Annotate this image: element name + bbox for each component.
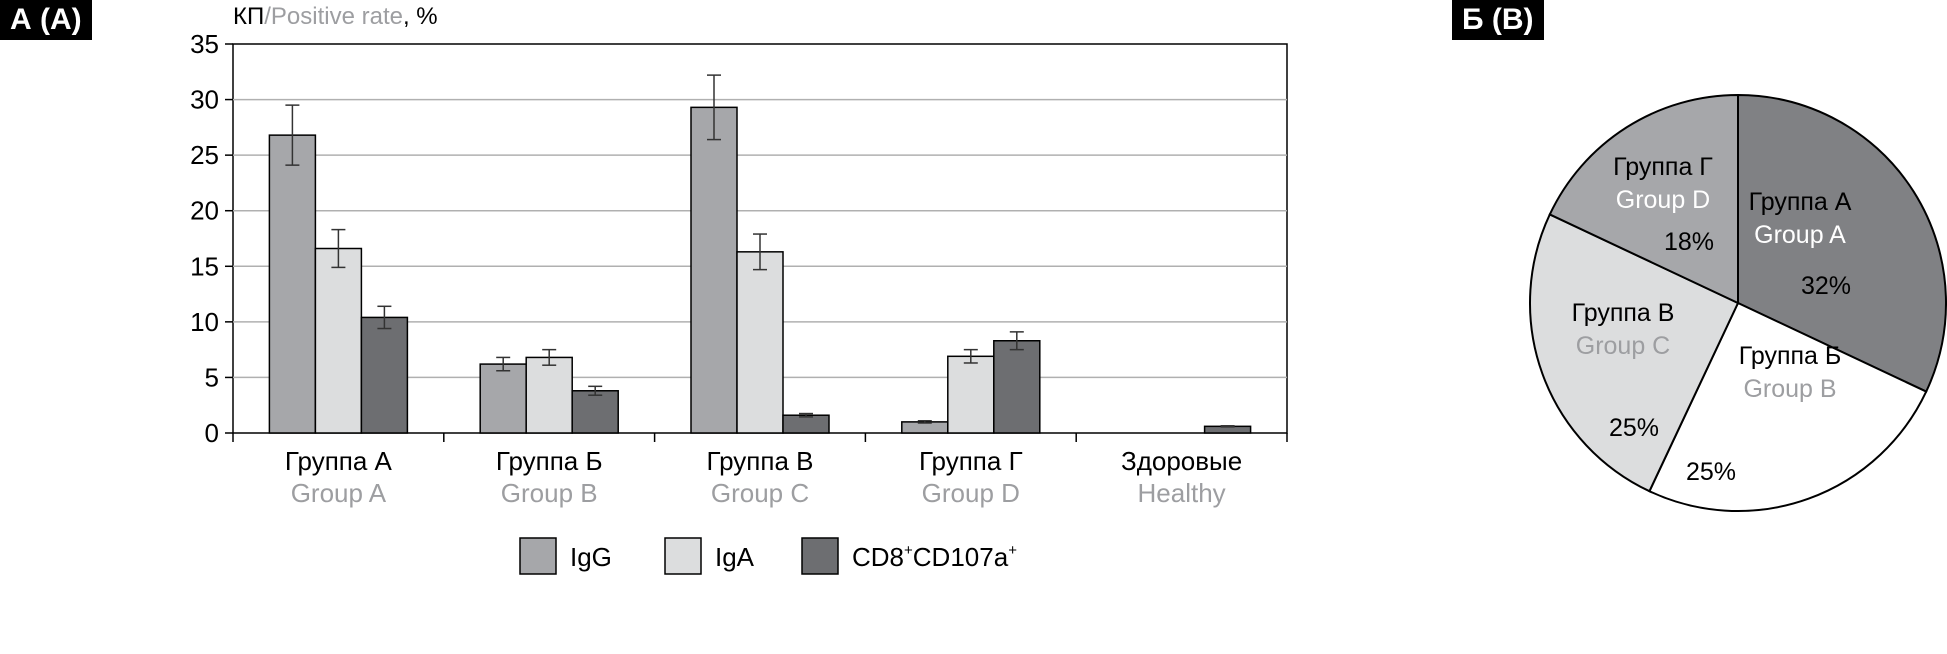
bar [525,356,573,434]
bar [736,251,784,434]
y-tick-label: 35 [190,29,219,59]
bar [268,134,317,434]
x-tick-label-en: Group C [711,478,809,508]
y-axis-label-en: Positive rate [271,3,403,30]
bar [782,414,830,434]
y-tick-label: 15 [190,251,219,281]
bar [993,340,1041,434]
x-tick-label-en: Group A [291,478,387,508]
x-tick-label: Группа В [707,446,814,476]
legend-swatch [664,537,702,575]
x-tick-label-en: Group D [922,478,1020,508]
legend-swatch [519,537,557,575]
pie-slice-label-en: Group A [1754,221,1846,249]
panel-a-label: А (А) [0,0,92,40]
pie-slice-value: 25% [1609,414,1659,442]
y-axis-label: КП/Positive rate, % [233,3,438,30]
bar [479,363,527,434]
y-tick-label: 0 [205,418,219,448]
x-tick-label: Группа А [285,446,393,476]
legend-label-part: CD107a [913,542,1009,572]
bar [571,390,619,434]
pie-slice [1548,93,1739,305]
x-tick-label-en: Healthy [1138,478,1226,508]
x-tick-label: Здоровые [1121,446,1242,476]
legend-label-sup: + [904,542,913,559]
legend-label: CD8+CD107a+ [852,542,1017,572]
pie-slice-label: Группа Г [1613,153,1713,181]
pie-slice-label-en: Group B [1743,375,1836,403]
pie-slice-value: 18% [1664,228,1714,256]
y-tick-label: 5 [205,362,219,392]
x-tick-label-en: Group B [501,478,598,508]
bar [314,247,363,434]
pie-slice-label: Группа Б [1739,342,1842,370]
pie-slice-label-en: Group D [1616,186,1710,214]
pie-slice-label-en: Group C [1576,332,1670,360]
pie-slice-label: Группа А [1749,188,1852,216]
pie-slice-label: Группа В [1572,299,1675,327]
y-tick-label: 25 [190,140,219,170]
bar [690,106,738,434]
pie-slice-value: 32% [1801,272,1851,300]
pie-slice [1648,301,1928,512]
legend-label-part: CD8 [852,542,904,572]
pie-slice [1737,93,1947,393]
bar [947,355,995,434]
y-axis-label-sep: / [264,3,271,30]
legend-label-sup: + [1008,542,1017,559]
bar-chart: 0 5 10 15 20 25 30 35 КП/Positive rate, % Группа … [190,3,1288,575]
x-tick-label: Группа Г [919,446,1023,476]
y-axis-label-unit: , % [403,3,438,30]
legend-swatch [801,537,839,575]
pie-chart: Группа А Group A 32% Группа Б Group B 25% Груп… [1529,93,1947,512]
legend-label: IgA [715,542,755,572]
panel-b-label: Б (B) [1452,0,1544,40]
x-tick-label: Группа Б [496,446,603,476]
legend-label: IgG [570,542,612,572]
bar [360,316,409,434]
y-tick-label: 10 [190,307,219,337]
y-axis-label-ru: КП [233,3,264,30]
y-tick-label: 20 [190,196,219,226]
pie-slice-value: 25% [1686,458,1736,486]
y-tick-label: 30 [190,85,219,115]
pie-slice [1529,213,1740,493]
